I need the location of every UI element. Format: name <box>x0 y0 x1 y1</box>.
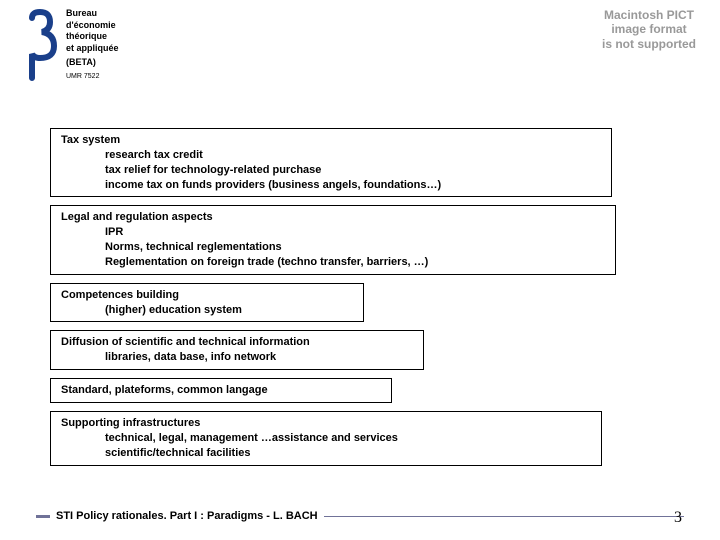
error-line: is not supported <box>602 37 696 51</box>
box-title: Legal and regulation aspects <box>61 210 605 225</box>
beta-logo <box>20 8 60 78</box>
box-title: Tax system <box>61 133 601 148</box>
content-box: Standard, plateforms, common langage <box>50 378 392 403</box>
content-box: Tax systemresearch tax credittax relief … <box>50 128 612 197</box>
pict-error-message: Macintosh PICT image format is not suppo… <box>602 8 696 51</box>
box-sub-item: tax relief for technology-related purcha… <box>105 163 601 178</box>
logo-line: d'économie <box>66 20 119 32</box>
box-title: Standard, plateforms, common langage <box>61 383 381 398</box>
footer-text: STI Policy rationales. Part I : Paradigm… <box>50 510 324 522</box>
content-box: Competences building(higher) education s… <box>50 283 364 323</box>
box-sub-item: Norms, technical reglementations <box>105 240 605 255</box>
box-sub-item: libraries, data base, info network <box>105 350 413 365</box>
content-box: Legal and regulation aspectsIPRNorms, te… <box>50 205 616 274</box>
box-title: Competences building <box>61 288 353 303</box>
box-sub-item: Reglementation on foreign trade (techno … <box>105 255 605 270</box>
header-logo-block: Bureau d'économie théorique et appliquée… <box>20 8 119 82</box>
footer-rule-left <box>36 515 50 518</box>
logo-text: Bureau d'économie théorique et appliquée… <box>66 8 119 82</box>
content-area: Tax systemresearch tax credittax relief … <box>50 128 670 474</box>
box-sub-item: scientific/technical facilities <box>105 446 591 461</box>
logo-line: théorique <box>66 31 119 43</box>
box-sub-item: income tax on funds providers (business … <box>105 178 601 193</box>
footer-rule-right <box>324 516 684 517</box>
page-number: 3 <box>674 509 682 527</box>
box-sub-item: (higher) education system <box>105 303 353 318</box>
content-box: Supporting infrastructurestechnical, leg… <box>50 411 602 466</box>
logo-umr: UMR 7522 <box>66 72 119 81</box>
logo-line: Bureau <box>66 8 119 20</box>
error-line: image format <box>602 22 696 36</box>
box-sub-item: IPR <box>105 225 605 240</box>
box-title: Diffusion of scientific and technical in… <box>61 335 413 350</box>
footer: STI Policy rationales. Part I : Paradigm… <box>36 510 684 522</box>
error-line: Macintosh PICT <box>602 8 696 22</box>
box-sub-item: technical, legal, management …assistance… <box>105 431 591 446</box>
logo-beta: (BETA) <box>66 57 119 69</box>
box-title: Supporting infrastructures <box>61 416 591 431</box>
content-box: Diffusion of scientific and technical in… <box>50 330 424 370</box>
logo-line: et appliquée <box>66 43 119 55</box>
box-sub-item: research tax credit <box>105 148 601 163</box>
